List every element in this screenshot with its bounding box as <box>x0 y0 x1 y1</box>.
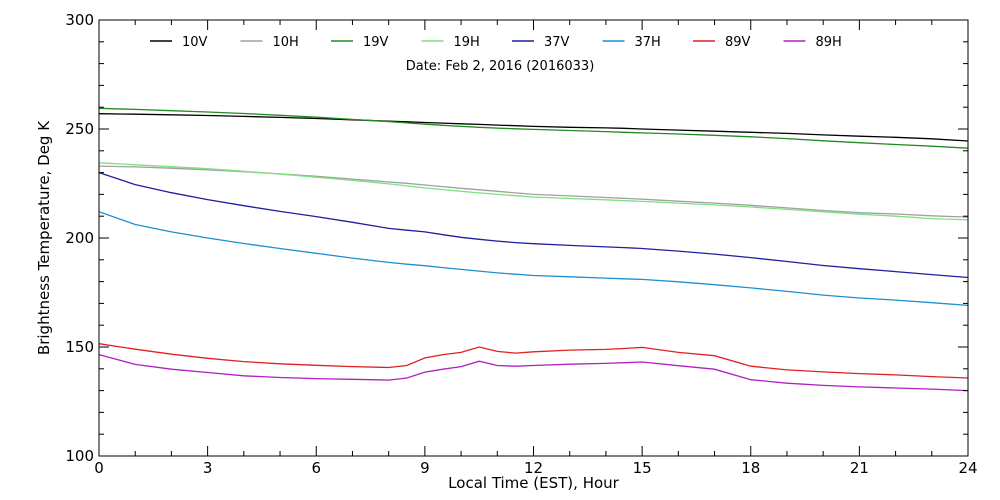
series-line-10v <box>98 113 969 142</box>
legend-label: 37V <box>544 35 570 50</box>
series-line-19v <box>98 107 969 149</box>
legend-item-19h: 19H <box>421 35 480 50</box>
series-line-89h <box>98 353 969 392</box>
y-tick-label: 100 <box>65 447 94 465</box>
plot-frame <box>98 19 969 457</box>
legend-label: 10H <box>273 35 299 50</box>
x-tick-label: 3 <box>203 459 213 477</box>
series-line-89v <box>98 343 969 379</box>
x-tick-label: 0 <box>94 459 104 477</box>
legend-item-89v: 89V <box>693 35 751 50</box>
legend-item-10h: 10H <box>240 35 299 50</box>
legend-item-19v: 19V <box>331 35 389 50</box>
legend-label: 19H <box>454 35 480 50</box>
x-tick-label: 21 <box>850 459 869 477</box>
legend-item-37h: 37H <box>602 35 661 50</box>
x-axis-title: Local Time (EST), Hour <box>448 474 619 492</box>
x-tick-label: 9 <box>420 459 430 477</box>
y-tick-label: 200 <box>65 229 94 247</box>
legend-item-10v: 10V <box>150 35 208 50</box>
x-tick-label: 6 <box>311 459 321 477</box>
x-tick-label: 15 <box>633 459 652 477</box>
legend-label: 10V <box>182 35 208 50</box>
x-tick-label: 18 <box>741 459 760 477</box>
series-line-19h <box>98 162 969 221</box>
legend-item-37v: 37V <box>512 35 570 50</box>
legend-item-89h: 89H <box>783 35 842 50</box>
x-tick-label: 12 <box>524 459 543 477</box>
legend-label: 89H <box>816 35 842 50</box>
y-tick-label: 250 <box>65 120 94 138</box>
legend-label: 89V <box>725 35 751 50</box>
legend-label: 37H <box>635 35 661 50</box>
chart-annotation: Date: Feb 2, 2016 (2016033) <box>406 59 595 74</box>
y-axis-title: Brightness Temperature, Deg K <box>35 120 53 355</box>
x-tick-label: 24 <box>958 459 977 477</box>
ticks-layer: 0 3 6 9 12 15 18 21 24 100 150 200 250 300 <box>65 11 977 477</box>
series-line-37h <box>98 211 969 307</box>
legend-label: 19V <box>363 35 389 50</box>
y-tick-label: 300 <box>65 11 94 29</box>
y-tick-label: 150 <box>65 338 94 356</box>
legend: 10V 10H 19V 19H 37V 37H 89V 89H <box>150 35 842 50</box>
series-layer <box>98 107 969 392</box>
series-line-10h <box>98 165 969 218</box>
series-line-37v <box>98 171 969 279</box>
